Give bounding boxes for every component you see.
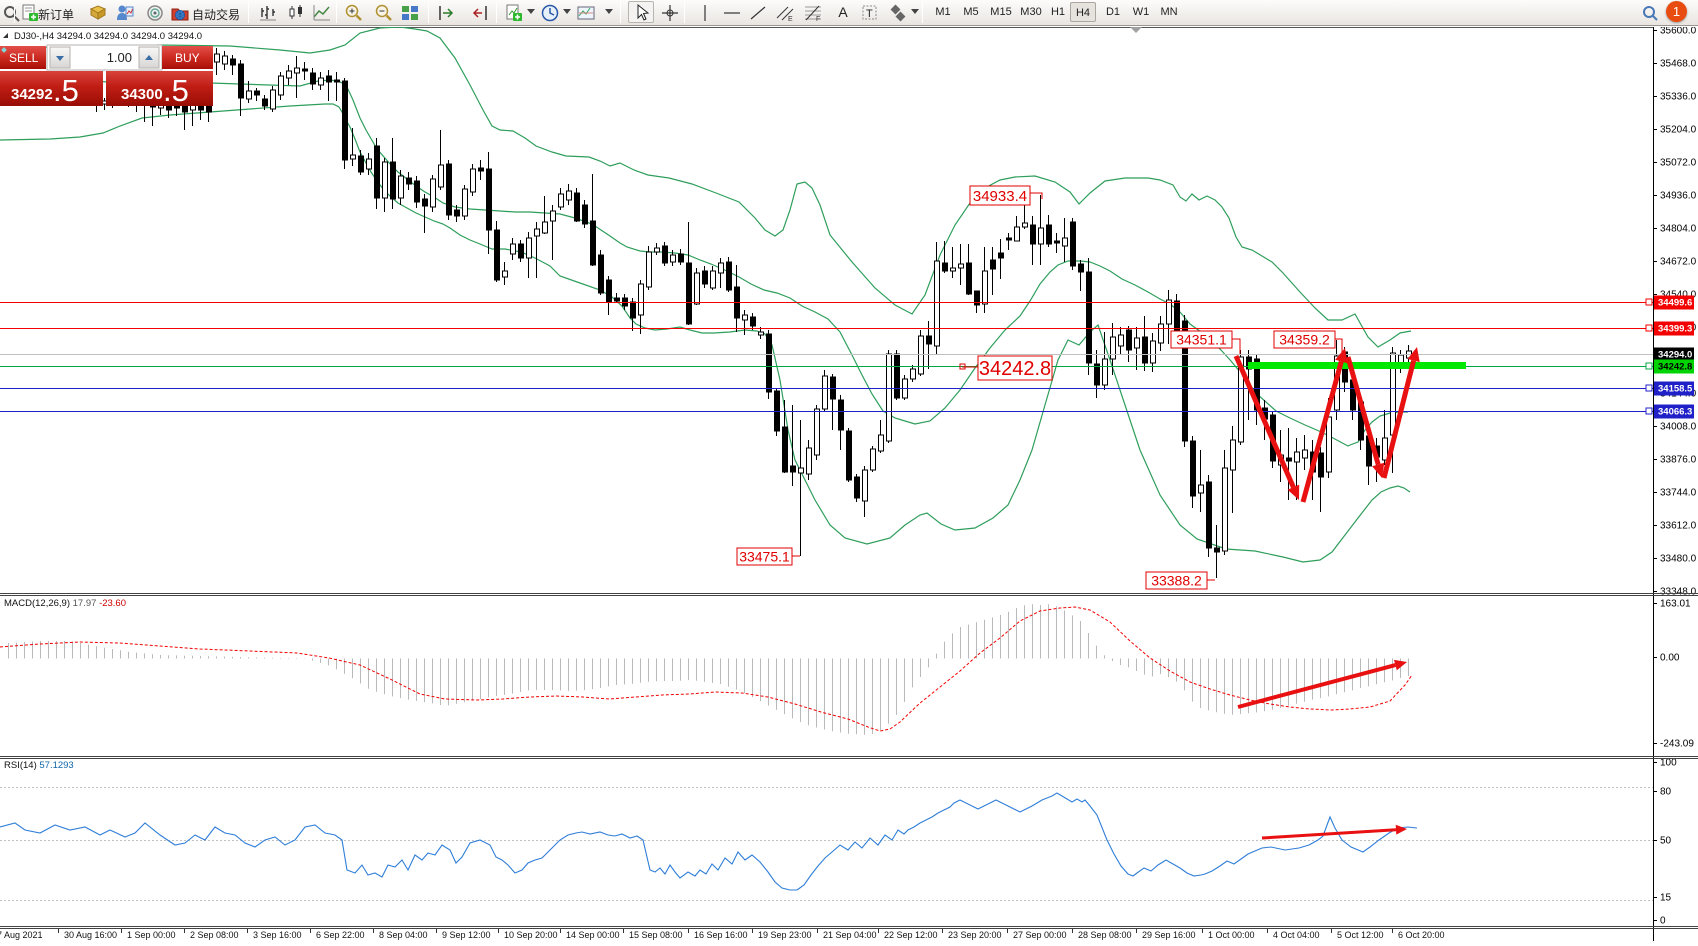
svg-text:34351.1: 34351.1 [1176, 332, 1227, 348]
svg-text:33612.0: 33612.0 [1660, 521, 1697, 532]
svg-text:33480.0: 33480.0 [1660, 554, 1697, 565]
svg-text:1 Sep 00:00: 1 Sep 00:00 [127, 930, 176, 940]
svg-text:33348.0: 33348.0 [1660, 587, 1697, 598]
svg-text:34933.4: 34933.4 [973, 188, 1027, 205]
svg-text:0: 0 [1660, 916, 1666, 927]
svg-text:RSI(14) 57.1293: RSI(14) 57.1293 [4, 760, 74, 771]
svg-text:35336.0: 35336.0 [1660, 92, 1697, 103]
svg-text:100: 100 [1660, 758, 1677, 769]
svg-text:163.01: 163.01 [1660, 599, 1691, 610]
svg-text:SELL: SELL [9, 51, 39, 65]
svg-text:34936.0: 34936.0 [1660, 191, 1697, 202]
svg-text:28 Sep 08:00: 28 Sep 08:00 [1078, 930, 1132, 940]
svg-text:6 Oct 20:00: 6 Oct 20:00 [1398, 930, 1445, 940]
svg-text:50: 50 [1660, 836, 1672, 847]
svg-text:30 Aug 16:00: 30 Aug 16:00 [64, 930, 117, 940]
svg-text:2 Sep 08:00: 2 Sep 08:00 [190, 930, 239, 940]
svg-text:34066.3: 34066.3 [1658, 407, 1692, 418]
svg-text:34292: 34292 [11, 86, 53, 103]
svg-text:3 Sep 16:00: 3 Sep 16:00 [253, 930, 302, 940]
svg-text:22 Sep 12:00: 22 Sep 12:00 [884, 930, 938, 940]
svg-text:34499.6: 34499.6 [1658, 298, 1692, 309]
svg-text:34672.0: 34672.0 [1660, 257, 1697, 268]
svg-text:-243.09: -243.09 [1660, 739, 1694, 750]
svg-text:34242.8: 34242.8 [979, 358, 1051, 380]
svg-text:15: 15 [1660, 893, 1672, 904]
svg-text:27 Aug 2021: 27 Aug 2021 [0, 930, 43, 940]
svg-text:6 Sep 22:00: 6 Sep 22:00 [316, 930, 365, 940]
svg-text:34242.8: 34242.8 [1658, 362, 1692, 373]
svg-text:DJ30-,H4 34294.0 34294.0 3429: DJ30-,H4 34294.0 34294.0 34294.0 34294.0 [14, 31, 202, 42]
svg-text:34540.0: 34540.0 [1660, 290, 1697, 301]
svg-text:.5: .5 [163, 73, 189, 108]
svg-text:9 Sep 12:00: 9 Sep 12:00 [442, 930, 491, 940]
svg-text:16 Sep 16:00: 16 Sep 16:00 [694, 930, 748, 940]
svg-text:T: T [866, 8, 873, 20]
svg-text:19 Sep 23:00: 19 Sep 23:00 [758, 930, 812, 940]
svg-text:1.00: 1.00 [107, 50, 132, 65]
svg-text:29 Sep 16:00: 29 Sep 16:00 [1142, 930, 1196, 940]
svg-text:10 Sep 20:00: 10 Sep 20:00 [504, 930, 558, 940]
svg-text:MACD(12,26,9) 17.97 -23.60: MACD(12,26,9) 17.97 -23.60 [4, 598, 126, 609]
svg-text:21 Sep 04:00: 21 Sep 04:00 [823, 930, 877, 940]
svg-text:80: 80 [1660, 787, 1672, 798]
svg-text:34294.0: 34294.0 [1658, 350, 1692, 361]
svg-text:0.00: 0.00 [1660, 653, 1680, 664]
svg-text:35600.0: 35600.0 [1660, 27, 1697, 37]
svg-text:34399.3: 34399.3 [1658, 324, 1692, 335]
svg-text:34008.0: 34008.0 [1660, 422, 1697, 433]
svg-text:34158.5: 34158.5 [1658, 384, 1693, 395]
svg-text:BUY: BUY [175, 51, 200, 65]
svg-text:33876.0: 33876.0 [1660, 455, 1697, 466]
svg-text:5 Oct 12:00: 5 Oct 12:00 [1337, 930, 1384, 940]
svg-text:1 Oct 00:00: 1 Oct 00:00 [1208, 930, 1255, 940]
svg-text:27 Sep 00:00: 27 Sep 00:00 [1013, 930, 1067, 940]
svg-text:34804.0: 34804.0 [1660, 224, 1697, 235]
svg-text:35072.0: 35072.0 [1660, 158, 1697, 169]
svg-text:8 Sep 04:00: 8 Sep 04:00 [379, 930, 428, 940]
svg-text:34359.2: 34359.2 [1279, 332, 1330, 348]
svg-text:F: F [816, 16, 820, 23]
svg-text:23 Sep 20:00: 23 Sep 20:00 [948, 930, 1002, 940]
svg-text:33388.2: 33388.2 [1151, 573, 1202, 589]
svg-text:33744.0: 33744.0 [1660, 488, 1697, 499]
svg-text:35468.0: 35468.0 [1660, 59, 1697, 70]
svg-text:33475.1: 33475.1 [739, 549, 790, 565]
svg-text:35204.0: 35204.0 [1660, 125, 1697, 136]
svg-text:E: E [788, 16, 793, 23]
svg-text:15 Sep 08:00: 15 Sep 08:00 [629, 930, 683, 940]
svg-text:34300: 34300 [121, 86, 163, 103]
svg-text:.5: .5 [53, 73, 79, 108]
svg-text:4 Oct 04:00: 4 Oct 04:00 [1273, 930, 1320, 940]
svg-text:14 Sep 00:00: 14 Sep 00:00 [566, 930, 620, 940]
